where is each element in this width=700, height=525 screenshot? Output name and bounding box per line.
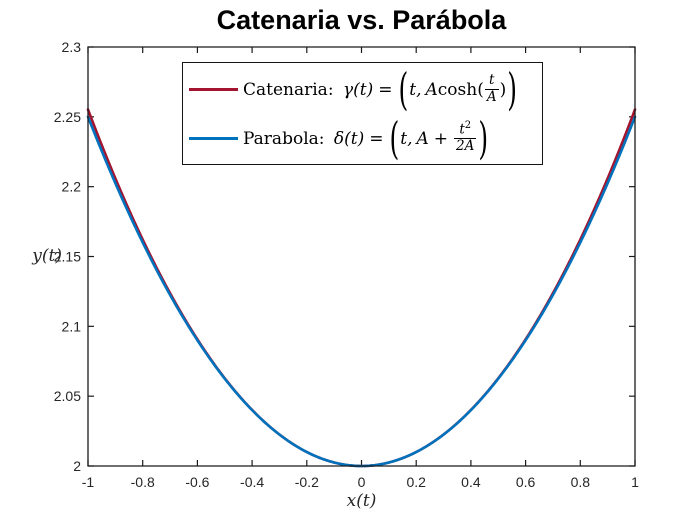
y-tick-label: 2.25 (54, 109, 81, 125)
x-tick-label: -0.8 (131, 474, 155, 490)
x-tick-label: -0.6 (185, 474, 209, 490)
y-tick-label: 2.3 (62, 39, 82, 55)
y-tick-label: 2.05 (54, 388, 81, 404)
x-tick-label: 0 (358, 474, 366, 490)
x-tick-label: 0.8 (571, 474, 591, 490)
y-tick-label: 2.2 (62, 179, 82, 195)
fraction-t2-over-2A: t2 2A (454, 120, 477, 155)
x-tick-label: -0.4 (240, 474, 264, 490)
x-axis-label: x(t) (346, 491, 377, 511)
axes-box (87, 46, 636, 467)
y-tick-label: 2.15 (54, 249, 81, 265)
legend-label-parabola: Parabola: δ(t) =(t, A + t2 2A) (243, 113, 489, 164)
plot-title: Catenaria vs. Parábola (216, 5, 507, 35)
y-axis-label: y(t) (32, 246, 62, 266)
x-tick-label: -1 (82, 474, 95, 490)
x-tick-label: 1 (631, 474, 639, 490)
legend-swatch-parabola (189, 137, 238, 140)
legend-swatch-catenaria (189, 88, 238, 91)
y-tick-label: 2.1 (62, 318, 82, 334)
x-tick-label: -0.2 (295, 474, 319, 490)
y-tick-label: 2 (73, 458, 81, 474)
x-tick-label: 0.4 (461, 474, 481, 490)
x-tick-label: 0.2 (406, 474, 426, 490)
x-tick-label: 0.6 (516, 474, 536, 490)
legend-item-parabola: Parabola: δ(t) =(t, A + t2 2A) (189, 114, 542, 163)
